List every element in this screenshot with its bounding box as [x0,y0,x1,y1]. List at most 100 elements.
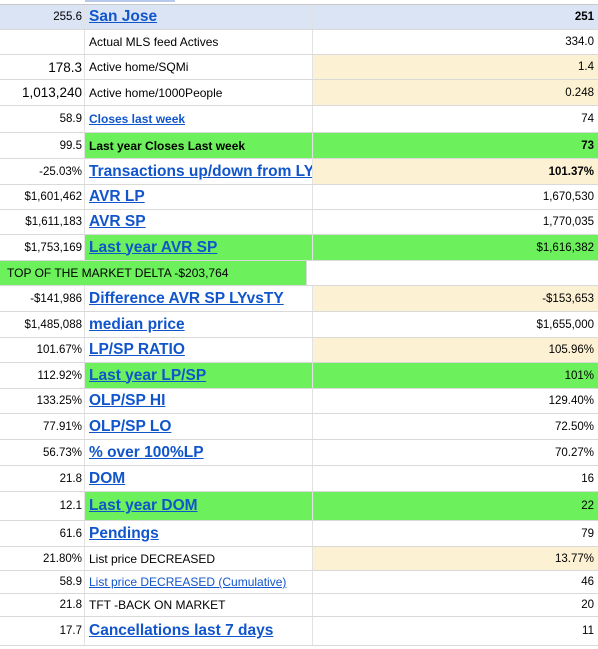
table-row: 1,013,240 Active home/1000People 0.248 [0,80,598,106]
table-row: 178.3 Active home/SQMi 1.4 [0,55,598,80]
table-row: 77.91% OLP/SP LO 72.50% [0,414,598,440]
table-row: -$141,986 Difference AVR SP LYvsTY -$153,6… [0,286,598,312]
result-cell[interactable]: 105.96% [313,338,598,362]
result-cell[interactable]: 22 [313,492,598,520]
label-cell[interactable]: Actual MLS feed Actives [85,30,313,54]
value-cell[interactable]: 1,013,240 [0,80,85,105]
value-cell[interactable]: $1,485,088 [0,312,85,337]
label-cell[interactable]: Last year Closes Last week [85,133,313,158]
value-cell[interactable]: 77.91% [0,414,85,439]
label-cell[interactable]: Last year AVR SP [85,235,313,260]
label-cell[interactable]: Pendings [85,521,313,546]
grid-top-border [0,0,598,5]
value-cell[interactable]: 178.3 [0,55,85,79]
result-cell[interactable]: 16 [581,472,594,485]
value-cell[interactable]: 133.25% [0,389,85,413]
selection-indicator [85,0,175,2]
value-cell[interactable]: -$141,986 [0,286,85,311]
result-cell[interactable]: 79 [581,527,594,540]
value-cell[interactable]: -25.03% [0,159,85,184]
label-cell[interactable]: Active home/SQMi [85,55,313,79]
label-cell[interactable]: List price DECREASED [85,547,313,570]
result-cell[interactable]: 1,670,530 [542,191,594,203]
table-row: 99.5 Last year Closes Last week 73 [0,133,598,159]
value-cell[interactable]: $1,753,169 [0,235,85,260]
result-cell[interactable]: $1,616,382 [313,235,598,260]
result-cell[interactable]: 70.27% [554,446,594,459]
label-cell[interactable]: DOM [85,466,313,491]
table-row: 61.6 Pendings 79 [0,521,598,547]
value-cell[interactable]: 58.9 [0,571,85,593]
table-row: 58.9 List price DECREASED (Cumulative) 46 [0,571,598,594]
label-cell[interactable]: Last year DOM [85,492,313,520]
table-row: 12.1 Last year DOM 22 [0,492,598,521]
table-row: 21.8 TFT -BACK ON MARKET 20 [0,594,598,617]
value-cell[interactable]: 61.6 [0,521,85,546]
result-cell[interactable]: 1.4 [313,55,598,79]
label-cell[interactable]: TFT -BACK ON MARKET [85,594,313,616]
value-cell[interactable]: 21.80% [0,547,85,570]
label-cell[interactable]: Active home/1000People [85,80,313,105]
value-cell[interactable]: 56.73% [0,440,85,465]
table-row: Actual MLS feed Actives 334.0 [0,30,598,55]
result-cell[interactable]: 334.0 [565,36,594,48]
label-cell[interactable]: OLP/SP HI [85,389,313,413]
value-cell[interactable]: $1,601,462 [0,185,85,209]
value-cell[interactable]: 21.8 [0,594,85,616]
value-cell[interactable]: 101.67% [0,338,85,362]
result-cell[interactable]: 251 [313,5,598,29]
table-row: 101.67% LP/SP RATIO 105.96% [0,338,598,363]
result-cell[interactable]: -$153,653 [313,286,598,311]
label-cell[interactable]: AVR LP [85,185,313,209]
label-cell[interactable]: median price [85,312,313,337]
table-row: 17.7 Cancellations last 7 days 11 [0,617,598,646]
label-cell[interactable]: List price DECREASED (Cumulative) [85,571,313,593]
value-cell[interactable] [0,30,85,54]
result-cell[interactable]: $1,655,000 [536,318,594,331]
table-row: $1,611,183 AVR SP 1,770,035 [0,210,598,235]
label-cell[interactable]: San Jose [85,5,313,29]
label-cell[interactable]: Difference AVR SP LYvsTY [85,286,313,311]
value-cell[interactable]: $1,611,183 [0,210,85,234]
result-cell[interactable]: 101% [313,363,598,388]
table-row: 56.73%% over 100%LP 70.27% [0,440,598,466]
merged-cell[interactable]: TOP OF THE MARKET DELTA -$203,764 [0,261,307,285]
result-cell[interactable]: 46 [581,576,594,588]
table-row: 255.6 San Jose 251 [0,5,598,30]
result-cell[interactable]: 1,770,035 [542,216,594,228]
result-cell[interactable]: 0.248 [313,80,598,105]
result-cell[interactable]: 11 [582,625,594,637]
table-row: 58.9 Closes last week 74 [0,106,598,133]
result-cell[interactable]: 129.40% [548,395,594,407]
table-row: 112.92% Last year LP/SP 101% [0,363,598,389]
table-row: $1,601,462 AVR LP 1,670,530 [0,185,598,210]
value-cell[interactable]: 58.9 [0,106,85,132]
table-row: 21.80% List price DECREASED 13.77% [0,547,598,571]
result-cell[interactable]: 13.77% [313,547,598,570]
result-cell[interactable]: 101.37% [313,159,598,184]
label-cell[interactable]: AVR SP [85,210,313,234]
label-cell[interactable]: Transactions up/down from LY [85,159,313,184]
label-cell[interactable]: OLP/SP LO [85,414,313,439]
label-cell[interactable]: LP/SP RATIO [85,338,313,362]
table-row: TOP OF THE MARKET DELTA -$203,764 [0,261,598,286]
label-cell[interactable]: Cancellations last 7 days [85,617,313,645]
value-cell[interactable]: 99.5 [0,133,85,158]
value-cell[interactable]: 12.1 [0,492,85,520]
result-cell[interactable]: 74 [581,113,594,125]
table-row: 133.25% OLP/SP HI 129.40% [0,389,598,414]
result-cell[interactable]: 72.50% [554,420,594,433]
value-cell[interactable]: 255.6 [0,5,85,29]
value-cell[interactable]: 17.7 [0,617,85,645]
label-cell[interactable]: % over 100%LP [85,440,313,465]
label-cell[interactable]: Closes last week [85,106,313,132]
value-cell[interactable]: 112.92% [0,363,85,388]
result-cell[interactable]: 20 [581,599,594,611]
value-cell[interactable]: 21.8 [0,466,85,491]
table-row: $1,753,169 Last year AVR SP $1,616,382 [0,235,598,261]
table-row: -25.03% Transactions up/down from LY 101.3… [0,159,598,185]
table-row: 21.8 DOM 16 [0,466,598,492]
result-cell[interactable]: 73 [313,133,598,158]
table-row: $1,485,088 median price $1,655,000 [0,312,598,338]
label-cell[interactable]: Last year LP/SP [85,363,313,388]
